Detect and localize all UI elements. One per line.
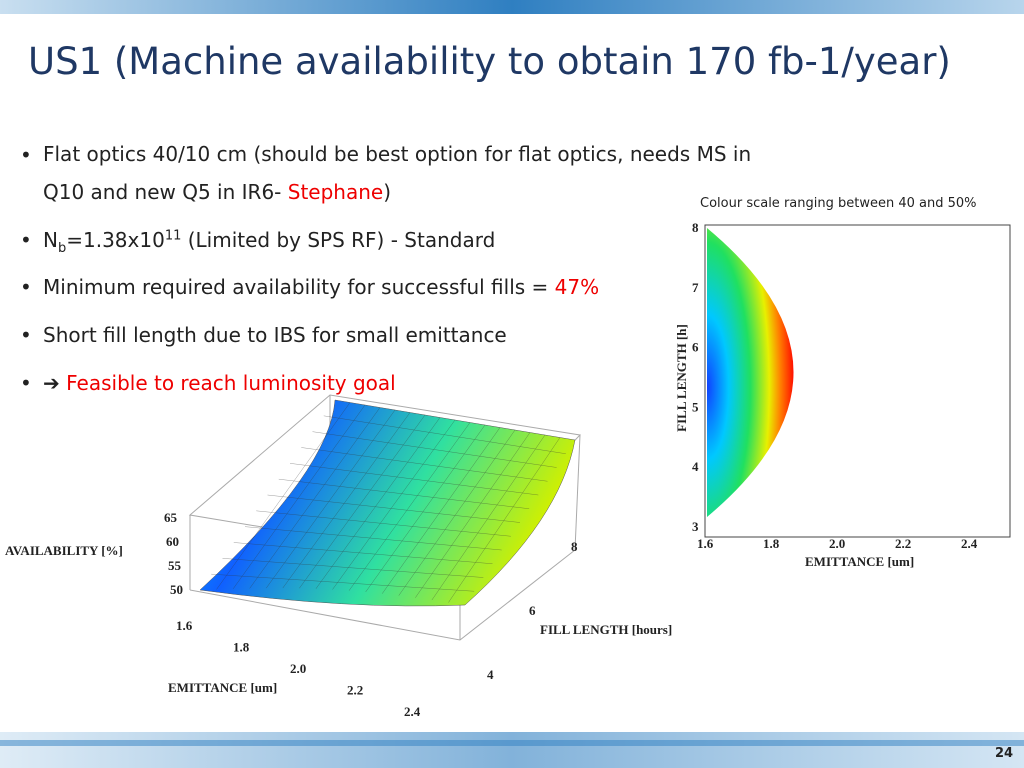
x-tick-label: 1.6 — [697, 536, 714, 551]
footer-stripe — [0, 740, 1024, 746]
surface-mesh — [211, 402, 566, 603]
text: Stephane — [287, 180, 384, 204]
x-tick-label: 2.4 — [404, 704, 421, 719]
y-tick-label: 4 — [487, 667, 494, 682]
caption: Colour scale ranging between 40 and 50% — [700, 196, 977, 211]
x-tick-label: 2.0 — [829, 536, 845, 551]
contour-x-label: EMITTANCE [um] — [805, 554, 914, 569]
text: Minimum required availability for succes… — [43, 275, 555, 299]
x-tick-label: 1.8 — [233, 640, 250, 655]
bullet-text: ➔ Feasible to reach luminosity goal — [43, 371, 396, 395]
text: ) — [383, 180, 392, 204]
bullet: • Nb=1.38x1011 (Limited by SPS RF) - Stan… — [20, 228, 495, 256]
y-tick-label: 6 — [529, 603, 536, 618]
x-tick-label: 1.6 — [176, 618, 193, 633]
y-tick-label: 8 — [571, 539, 578, 554]
text: Short fill length due to IBS for small e… — [43, 323, 507, 347]
bullet-marker: • — [20, 143, 32, 167]
bullet: • ➔ Feasible to reach luminosity goal — [20, 371, 396, 395]
bullet-text: Short fill length due to IBS for small e… — [43, 323, 507, 347]
title: US1 (Machine availability to obtain 170 … — [28, 40, 951, 83]
z-tick-label: 55 — [168, 558, 182, 573]
bullet: • Short fill length due to IBS for small … — [20, 323, 507, 347]
bullet-marker: • — [20, 371, 32, 395]
x-tick-label: 2.4 — [961, 536, 978, 551]
z-tick-label: 60 — [166, 534, 179, 549]
arrow: ➔ — [43, 371, 60, 395]
footer-band — [0, 732, 1024, 768]
contour-region — [707, 228, 794, 517]
header-band — [0, 0, 1024, 14]
text: (Limited by SPS RF) - Standard — [181, 228, 496, 252]
text: 47% — [554, 275, 600, 299]
text: Flat optics 40/10 cm (should be best opt… — [43, 142, 752, 166]
text: Q10 and new Q5 in IR6- — [43, 180, 288, 204]
bullet-marker: • — [20, 323, 32, 347]
text: Feasible to reach luminosity goal — [66, 371, 396, 395]
y-tick-label: 4 — [692, 459, 699, 474]
x-tick-label: 2.2 — [895, 536, 911, 551]
bullet-marker: • — [20, 275, 32, 299]
bullet-text: Minimum required availability for succes… — [43, 275, 599, 299]
surface-x-label: EMITTANCE [um] — [168, 680, 277, 695]
page-number: 24 — [995, 746, 1013, 761]
text: N — [43, 228, 58, 252]
y-tick-label: 5 — [692, 399, 699, 414]
z-tick-label: 65 — [164, 510, 178, 525]
contour-frame — [704, 224, 1011, 538]
bullet-marker: • — [20, 228, 32, 252]
x-tick-label: 2.2 — [347, 683, 363, 698]
bullet-text: Flat optics 40/10 cm (should be best opt… — [43, 135, 751, 211]
bullet-text: Nb=1.38x1011 (Limited by SPS RF) - Stand… — [43, 228, 495, 256]
x-tick-label: 2.0 — [290, 661, 306, 676]
surface-y-label: FILL LENGTH [hours] — [540, 622, 672, 637]
contour-y-label: FILL LENGTH [h] — [674, 324, 689, 432]
superscript: 11 — [164, 228, 182, 244]
bullet: • Minimum required availability for succe… — [20, 275, 599, 299]
surface — [199, 399, 576, 607]
subscript: b — [57, 241, 67, 256]
z-tick-label: 50 — [170, 582, 183, 597]
y-tick-label: 3 — [692, 519, 699, 534]
x-tick-label: 1.8 — [763, 536, 780, 551]
y-tick-label: 6 — [692, 340, 699, 355]
y-tick-label: 7 — [692, 280, 699, 295]
text: =1.38x10 — [66, 228, 165, 252]
surface-z-label: AVAILABILITY [%] — [5, 543, 123, 558]
bullet: • Flat optics 40/10 cm (should be best op… — [20, 142, 751, 204]
y-tick-label: 8 — [692, 220, 699, 235]
